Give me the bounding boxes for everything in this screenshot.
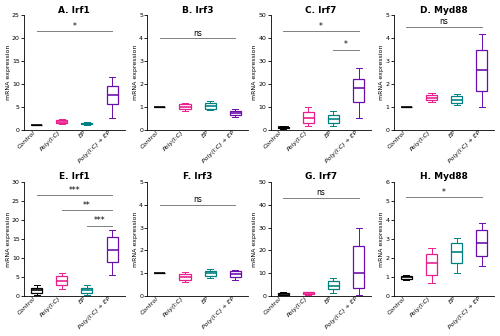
Bar (328, 281, 339, 289)
Bar (230, 111, 241, 115)
Bar (180, 275, 190, 280)
Bar (353, 246, 364, 288)
Bar (353, 79, 364, 102)
Bar (31, 288, 42, 293)
Bar (426, 95, 437, 100)
Bar (476, 229, 488, 256)
Bar (230, 271, 241, 277)
Y-axis label: mRNA expression: mRNA expression (6, 45, 10, 100)
Title: F. Irf3: F. Irf3 (183, 172, 212, 181)
Title: E. Irf1: E. Irf1 (59, 172, 90, 181)
Title: A. Irf1: A. Irf1 (58, 6, 90, 14)
Y-axis label: mRNA expression: mRNA expression (132, 45, 138, 100)
Text: ns: ns (193, 195, 202, 204)
Text: ns: ns (193, 29, 202, 38)
Text: *: * (442, 187, 446, 197)
Bar (204, 270, 216, 276)
Bar (278, 127, 288, 128)
Title: H. Myd88: H. Myd88 (420, 172, 468, 181)
Title: D. Myd88: D. Myd88 (420, 6, 468, 14)
Text: ***: *** (94, 216, 106, 225)
Title: G. Irf7: G. Irf7 (305, 172, 337, 181)
Bar (451, 96, 462, 102)
Bar (278, 293, 288, 295)
Bar (106, 237, 118, 262)
Text: *: * (344, 40, 348, 49)
Bar (82, 288, 92, 293)
Bar (426, 254, 437, 275)
Bar (204, 102, 216, 109)
Y-axis label: mRNA expression: mRNA expression (252, 211, 257, 267)
Bar (451, 243, 462, 263)
Bar (302, 293, 314, 294)
Y-axis label: mRNA expression: mRNA expression (379, 211, 384, 267)
Y-axis label: mRNA expression: mRNA expression (379, 45, 384, 100)
Bar (56, 120, 68, 123)
Bar (401, 276, 412, 279)
Bar (302, 113, 314, 123)
Bar (56, 276, 68, 286)
Bar (328, 115, 339, 123)
Title: B. Irf3: B. Irf3 (182, 6, 214, 14)
Text: **: ** (83, 201, 91, 210)
Text: ns: ns (440, 17, 448, 26)
Text: ***: *** (68, 186, 80, 195)
Bar (82, 123, 92, 124)
Bar (476, 50, 488, 91)
Text: *: * (72, 22, 76, 31)
Bar (180, 104, 190, 110)
Y-axis label: mRNA expression: mRNA expression (132, 211, 138, 267)
Bar (106, 86, 118, 104)
Text: ns: ns (316, 188, 326, 197)
Y-axis label: mRNA expression: mRNA expression (252, 45, 257, 100)
Title: C. Irf7: C. Irf7 (305, 6, 336, 14)
Y-axis label: mRNA expression: mRNA expression (6, 211, 10, 267)
Text: *: * (319, 22, 323, 31)
